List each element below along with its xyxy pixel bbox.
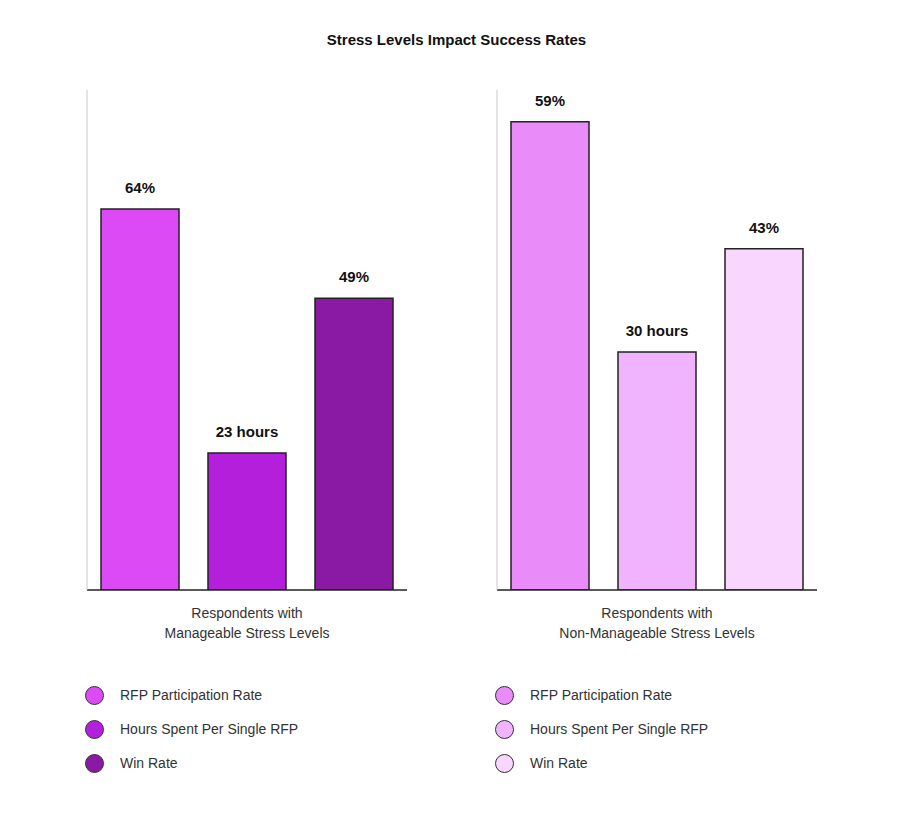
svg-text:43%: 43% (749, 219, 779, 236)
html-text:Stress Levels Impact Success R: Stress Levels Impact Success Rates (326, 31, 587, 48)
html-text:Hours Spent Per Single RFP: Hours Spent Per Single RFP (120, 721, 299, 737)
svg-text:Respondents withManageable Str: Respondents withManageable Stress Levels (165, 605, 330, 641)
svg-text:Respondents withNon-Manageable: Respondents withNon-Manageable Stress Le… (559, 605, 754, 641)
svg-text:23 hours: 23 hours (216, 423, 279, 440)
html-text:RFP Participation Rate: RFP Participation Rate (120, 687, 263, 703)
html-text:RFP Participation Rate: RFP Participation Rate (530, 687, 673, 703)
html-text:Win Rate: Win Rate (120, 755, 178, 771)
html-text:Hours Spent Per Single RFP: Hours Spent Per Single RFP (530, 721, 709, 737)
svg-text:49%: 49% (339, 268, 369, 285)
svg-text:59%: 59% (535, 92, 565, 109)
html-text:Win Rate: Win Rate (530, 755, 588, 771)
svg-text:64%: 64% (125, 179, 155, 196)
svg-text:30 hours: 30 hours (626, 322, 689, 339)
